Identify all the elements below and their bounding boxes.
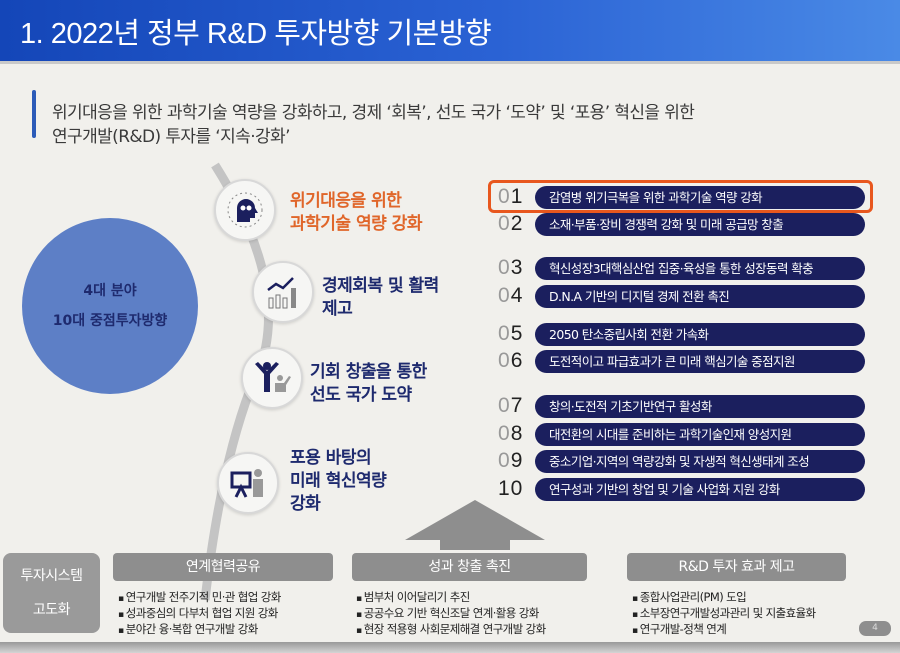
presenter-icon xyxy=(217,452,279,514)
center-circle: 4대 분야 10대 중점투자방향 xyxy=(22,218,198,394)
subtitle-line-1: 위기대응을 위한 과학기술 역량을 강화하고, 경제 ‘회복’, 선도 국가 ‘… xyxy=(52,103,695,123)
pillar-items-3: 종합사업관리(PM) 도입소부장연구개발성과관리 및 지출효율화연구개발-정책 … xyxy=(632,590,816,638)
page-title: 1. 2022년 정부 R&D 투자방향 기본방향 xyxy=(20,18,492,50)
direction-item: 감염병 위기극복을 위한 과학기술 역량 강화 xyxy=(535,186,865,209)
direction-number: 06 xyxy=(498,349,524,372)
highlight-box xyxy=(488,180,873,213)
direction-item: D.N.A 기반의 디지털 경제 전환 촉진 xyxy=(535,285,865,308)
pillar-header-2: 성과 창출 촉진 xyxy=(352,553,587,581)
subtitle-line-2: 연구개발(R&D) 투자를 ‘지속·강화’ xyxy=(52,127,290,147)
center-line-2: 10대 중점투자방향 xyxy=(52,313,168,329)
direction-number: 10 xyxy=(498,477,524,500)
people-cheering-icon xyxy=(241,347,303,409)
page-number: 4 xyxy=(859,621,891,636)
subtitle-accent-bar xyxy=(32,90,36,138)
direction-number: 04 xyxy=(498,284,524,307)
investment-system-box: 투자시스템 고도화 xyxy=(3,553,100,633)
direction-number: 08 xyxy=(498,422,524,445)
direction-item: 소재·부품·장비 경쟁력 강화 및 미래 공급망 창출 xyxy=(535,213,865,236)
area-label-crisis: 위기대응을 위한 과학기술 역량 강화 xyxy=(290,191,422,234)
pillar-header-3: R&D 투자 효과 제고 xyxy=(627,553,846,581)
direction-number: 02 xyxy=(498,212,524,235)
direction-item: 혁신성장3대핵심산업 집중·육성을 통한 성장동력 확충 xyxy=(535,257,865,280)
direction-item: 연구성과 기반의 창업 및 기술 사업화 지원 강화 xyxy=(535,478,865,501)
area-label-inclusion: 포용 바탕의 미래 혁신역량 강화 xyxy=(290,448,387,514)
direction-number: 03 xyxy=(498,256,524,279)
area-label-economy: 경제회복 및 활력 제고 xyxy=(322,276,439,319)
area-label-leap: 기회 창출을 통한 선도 국가 도약 xyxy=(310,362,427,405)
up-arrow xyxy=(405,500,545,540)
title-bar xyxy=(0,0,900,64)
direction-item: 창의·도전적 기초기반연구 활성화 xyxy=(535,395,865,418)
direction-item: 도전적이고 파급효과가 큰 미래 핵심기술 중점지원 xyxy=(535,350,865,373)
center-line-1: 4대 분야 xyxy=(83,283,137,299)
direction-number: 07 xyxy=(498,394,524,417)
bottom-bar xyxy=(0,642,900,653)
growth-chart-icon xyxy=(252,261,314,323)
direction-item: 대전환의 시대를 준비하는 과학기술인재 양성지원 xyxy=(535,423,865,446)
pillar-header-1: 연계협력공유 xyxy=(113,553,333,581)
ai-head-icon xyxy=(214,179,276,241)
direction-number: 01 xyxy=(498,185,524,208)
direction-number: 05 xyxy=(498,322,524,345)
direction-number: 09 xyxy=(498,449,524,472)
pillar-items-1: 연구개발 전주기적 민·관 협업 강화성과중심의 다부처 협업 지원 강화분야간… xyxy=(118,590,282,638)
pillar-items-2: 범부처 이어달리기 추진공공수요 기반 혁신조달 연계·활용 강화현장 적용형 … xyxy=(356,590,546,638)
direction-item: 중소기업·지역의 역량강화 및 자생적 혁신생태계 조성 xyxy=(535,450,865,473)
direction-item: 2050 탄소중립사회 전환 가속화 xyxy=(535,323,865,346)
